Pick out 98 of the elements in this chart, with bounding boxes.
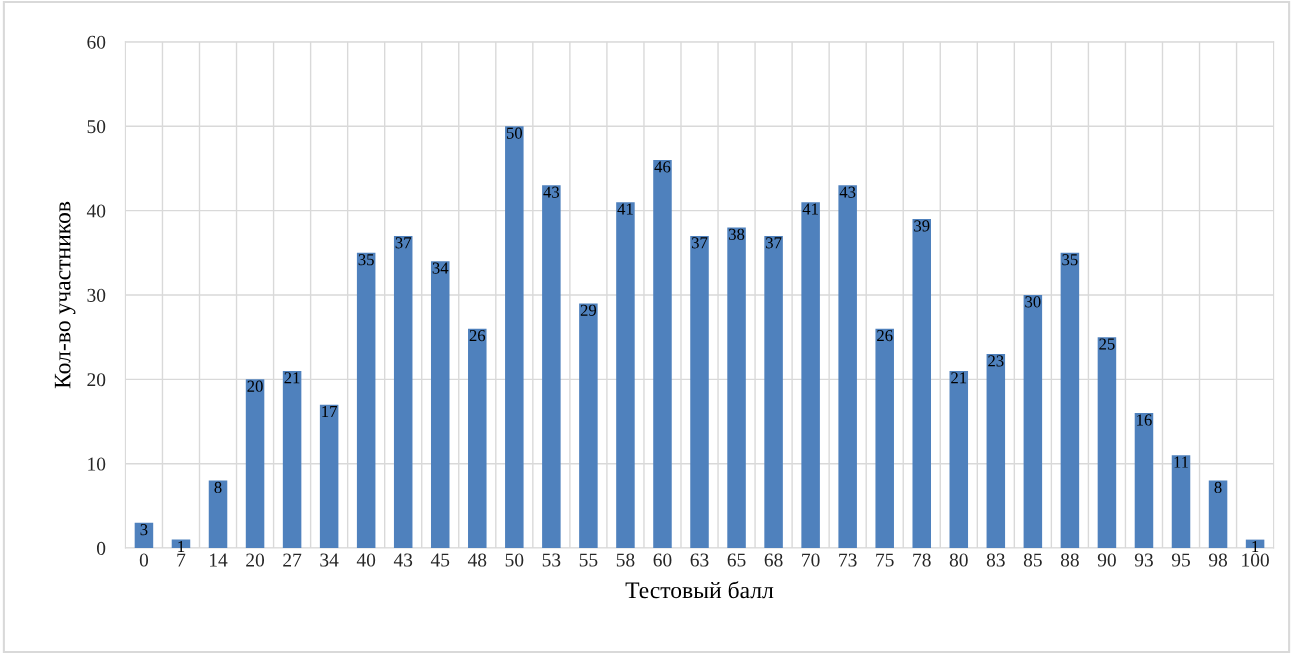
data-label: 37 [691,237,708,249]
y-tick-label: 60 [87,35,106,49]
x-tick-label: 27 [283,553,302,567]
data-label: 43 [839,186,856,198]
bar [690,235,709,549]
x-tick-label: 73 [839,553,857,567]
x-tick-label: 70 [802,553,820,567]
x-tick-label: 48 [467,553,487,567]
bar [208,480,228,549]
x-tick-label: 98 [1208,553,1228,567]
x-tick-label: 88 [1060,553,1079,567]
data-label: 35 [358,254,374,266]
data-label: 34 [432,262,449,274]
bar [1134,413,1154,549]
y-tick-label: 30 [87,288,106,302]
bar [245,379,265,549]
bar [912,219,931,549]
data-label: 37 [766,237,782,249]
y-tick-label: 10 [88,457,106,471]
x-tick-label: 63 [690,553,709,567]
data-label: 30 [1025,296,1041,308]
data-label: 8 [214,481,222,494]
y-tick-label: 50 [87,120,106,134]
data-label: 11 [1174,456,1189,468]
data-label: 3 [140,524,148,536]
bar [579,303,598,549]
x-tick-label: 0 [139,553,149,567]
bar [838,185,857,549]
data-label: 8 [1214,481,1222,494]
x-tick-label: 34 [320,553,339,567]
x-tick-label: 83 [986,553,1005,567]
data-label: 50 [506,127,523,139]
data-label: 25 [1099,338,1115,350]
bar [801,202,820,549]
x-tick-label: 80 [949,553,968,567]
bar [1060,252,1080,549]
bar [949,370,969,549]
x-tick-label: 7 [177,553,186,567]
x-tick-label: 60 [653,553,672,567]
x-tick-label: 75 [876,553,894,567]
x-tick-label: 50 [505,553,524,567]
y-tick-label: 0 [97,541,106,555]
x-tick-label: 40 [356,553,376,567]
x-tick-label: 78 [913,553,931,567]
bar [653,159,672,549]
x-tick-label: 20 [246,553,265,567]
bar [356,252,376,549]
bar [134,522,154,549]
data-label: 26 [877,330,893,342]
data-label: 20 [247,380,263,392]
data-label: 26 [469,330,486,342]
bar [1171,455,1191,549]
bar [1023,294,1043,549]
bar [1208,480,1228,549]
data-label: 29 [580,304,597,316]
data-label: 41 [617,203,633,215]
bar [727,227,746,549]
bar [875,328,894,549]
x-tick-label: 14 [210,553,228,567]
x-tick-label: 68 [764,553,783,567]
bar [282,370,302,549]
bar [1097,337,1117,549]
bar [986,354,1006,549]
data-label: 23 [988,355,1004,367]
bar [542,185,561,549]
x-tick-label: 45 [430,553,450,567]
data-label: 41 [802,203,818,215]
x-axis-title: Тестовый балл [625,581,774,599]
x-tick-label: 55 [579,553,598,567]
x-tick-label: 65 [727,553,746,567]
bar [764,235,783,549]
data-label: 35 [1062,254,1078,266]
bar [430,261,450,549]
y-axis-title: Кол-во участников [54,201,76,389]
data-label: 43 [543,186,560,198]
x-tick-label: 95 [1171,553,1190,567]
bar [319,404,339,549]
x-tick-label: 58 [616,553,635,567]
x-tick-label: 43 [393,553,413,567]
bar [468,328,487,549]
bar [505,126,524,549]
data-label: 17 [322,405,337,417]
x-tick-label: 85 [1023,553,1042,567]
y-tick-label: 20 [87,373,106,387]
data-label: 38 [729,228,745,240]
x-tick-label: 100 [1242,553,1269,567]
y-tick-label: 40 [86,204,106,218]
data-label: 37 [395,237,412,249]
bar [616,202,635,549]
data-label: 21 [284,372,300,384]
data-label: 21 [951,372,967,384]
x-tick-label: 53 [542,553,561,567]
data-label: 46 [654,161,671,173]
data-label: 39 [914,220,930,232]
bar [393,235,413,549]
x-tick-label: 93 [1134,553,1153,567]
data-label: 16 [1137,414,1152,426]
x-tick-label: 90 [1097,553,1116,567]
